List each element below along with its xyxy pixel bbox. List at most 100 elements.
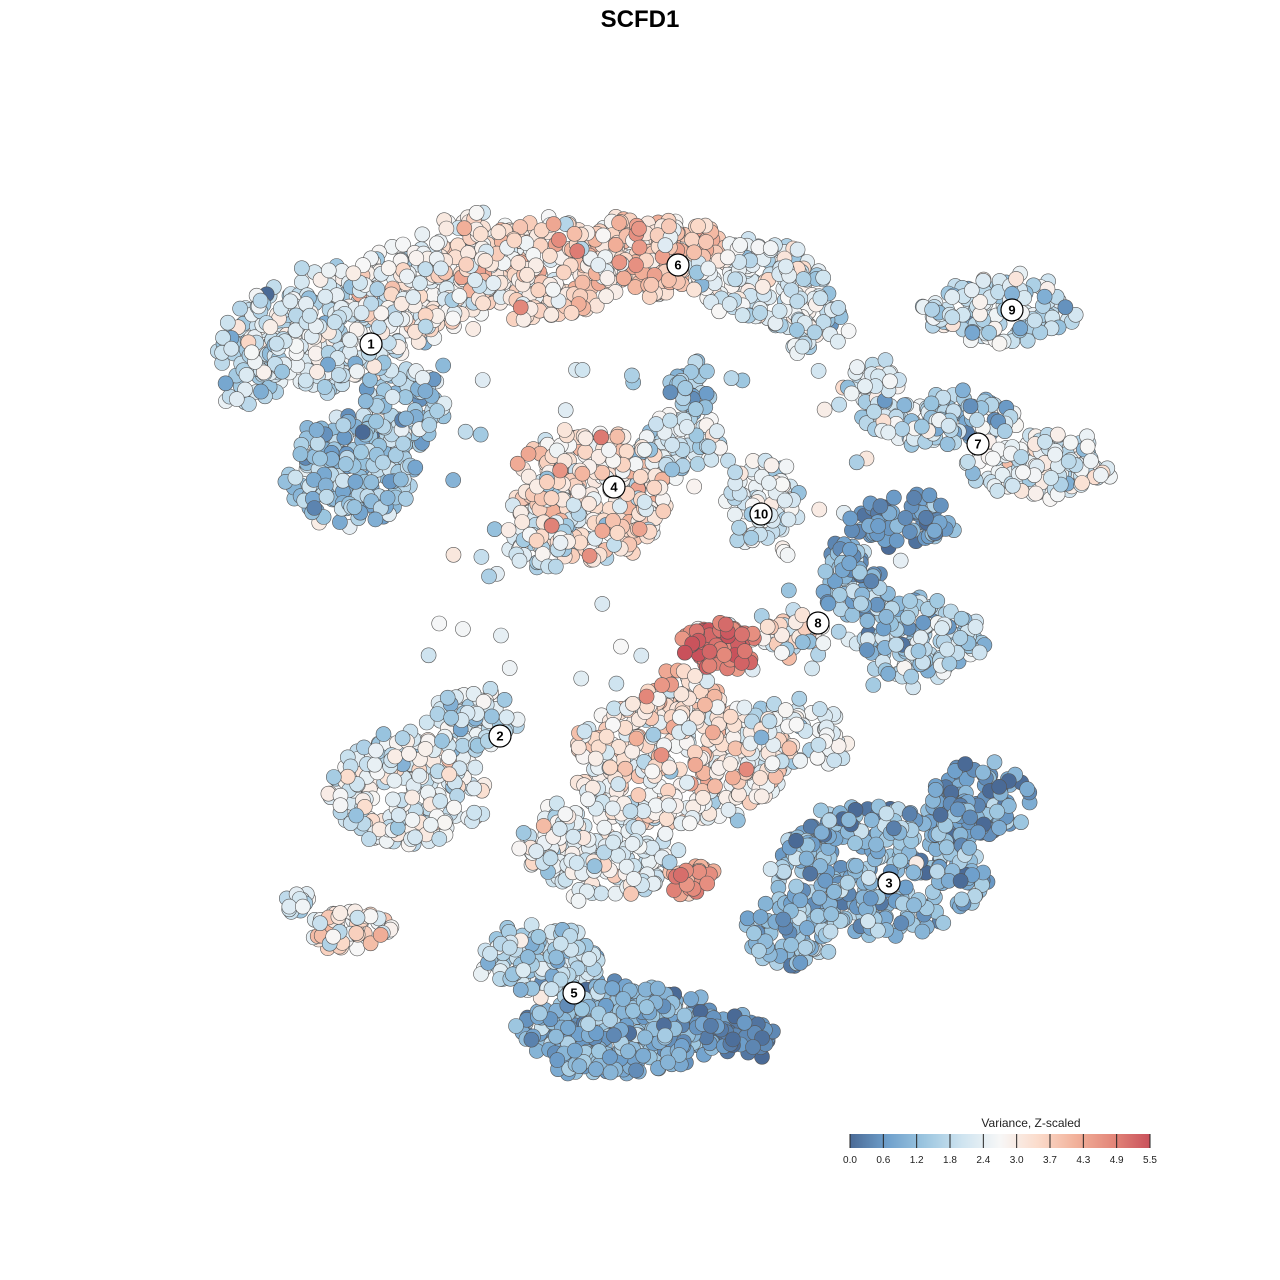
cell-point [653, 747, 670, 763]
cell-point [812, 290, 829, 307]
cell-point [581, 547, 598, 564]
cell-point [624, 743, 641, 760]
cell-point [734, 307, 751, 324]
cell-point [810, 737, 827, 753]
cell-point [896, 397, 913, 414]
cell-point [392, 471, 409, 488]
cell-point [238, 367, 255, 383]
cell-point [567, 1042, 583, 1059]
cell-point [407, 459, 424, 476]
cell-point [813, 802, 829, 819]
cell-point [552, 935, 569, 952]
cell-point [596, 844, 612, 861]
cell-point [574, 465, 591, 482]
cell-point [620, 1043, 636, 1060]
cell-point [777, 258, 794, 275]
cell-point [390, 807, 407, 824]
cell-point [420, 647, 437, 664]
cell-point [729, 812, 746, 829]
cell-point [679, 774, 695, 791]
cell-point [970, 824, 986, 841]
cell-point [610, 776, 627, 793]
cell-point [566, 226, 583, 242]
cell-point [1093, 467, 1109, 483]
cell-point [475, 295, 491, 312]
cell-point [831, 396, 847, 413]
cell-point [551, 820, 568, 837]
cell-point [602, 759, 619, 776]
cell-point [330, 367, 347, 383]
cell-point [1057, 299, 1074, 316]
cell-point [952, 630, 969, 646]
cell-point [220, 314, 236, 331]
cell-point [580, 791, 596, 808]
cell-point [661, 218, 677, 235]
cell-point [458, 256, 475, 273]
cell-point [414, 226, 431, 243]
cell-point [727, 464, 743, 481]
cell-point [581, 495, 597, 512]
cell-point [655, 503, 672, 520]
cell-point [542, 850, 559, 867]
cell-point [676, 1007, 693, 1024]
cell-point [375, 726, 392, 742]
cell-point [348, 807, 365, 824]
cell-point [407, 829, 423, 846]
cell-point [657, 1027, 673, 1044]
cell-point [761, 475, 777, 491]
cell-point [775, 863, 792, 880]
cell-point [699, 875, 716, 892]
cell-point [557, 402, 574, 419]
cell-point [309, 435, 326, 452]
cell-point [432, 793, 449, 809]
cell-point [681, 720, 697, 737]
cell-point [901, 806, 918, 822]
cell-point [570, 739, 587, 756]
cell-point [604, 980, 621, 997]
cell-point [955, 382, 971, 399]
cell-point [394, 730, 411, 747]
cell-point [872, 498, 889, 514]
cell-point [690, 218, 706, 234]
cell-point [662, 384, 679, 401]
cell-point [590, 257, 607, 273]
cell-point [725, 1031, 741, 1048]
cell-point [528, 532, 545, 549]
cell-point [783, 937, 799, 953]
cell-point [944, 289, 961, 305]
cell-point [886, 489, 902, 506]
cell-point [417, 741, 434, 757]
cell-point [346, 499, 363, 516]
cell-point [810, 363, 827, 379]
cell-point [223, 340, 240, 357]
cell-point [962, 398, 979, 415]
cell-point [1074, 475, 1090, 491]
cell-point [293, 260, 310, 277]
cell-point [543, 517, 560, 534]
cell-point [312, 450, 328, 467]
cell-point [549, 442, 565, 459]
cell-point [921, 487, 938, 504]
cell-point [933, 497, 949, 514]
cell-point [486, 521, 503, 538]
cell-point [811, 501, 828, 518]
cell-point [475, 693, 492, 710]
cell-point [512, 981, 529, 998]
cell-point [969, 412, 985, 428]
cell-point [778, 458, 795, 475]
cell-point [794, 338, 811, 355]
cluster-label-1: 1 [359, 332, 383, 356]
cell-point [429, 706, 446, 722]
cell-point [791, 690, 808, 707]
cell-point [372, 927, 389, 943]
cell-point [573, 670, 590, 687]
cell-point [882, 373, 898, 390]
cell-point [938, 839, 955, 856]
cell-point [892, 552, 909, 569]
cell-point [282, 293, 299, 310]
cell-point [421, 417, 438, 433]
cell-point [906, 490, 922, 506]
cell-point [422, 816, 439, 833]
cell-point [910, 643, 927, 659]
cell-point [915, 614, 932, 631]
